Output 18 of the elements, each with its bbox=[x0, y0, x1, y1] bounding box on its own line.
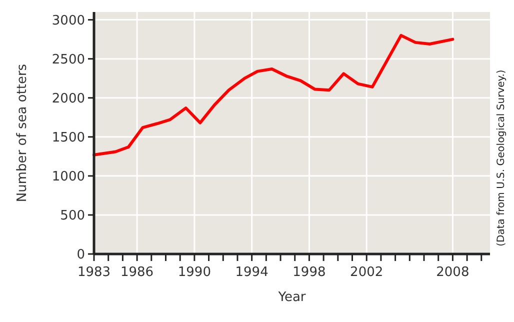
x-axis-title: Year bbox=[277, 290, 306, 305]
x-tick-label: 2008 bbox=[436, 265, 470, 280]
y-tick-label: 1500 bbox=[52, 130, 85, 146]
x-tick-label: 1998 bbox=[292, 265, 326, 280]
y-tick-label: 0 bbox=[76, 248, 85, 263]
y-tick-label: 3000 bbox=[52, 13, 85, 28]
y-tick-label: 1000 bbox=[52, 169, 85, 184]
y-tick-label: 500 bbox=[60, 208, 85, 224]
x-tick-label: 1986 bbox=[120, 265, 154, 280]
x-tick-label: 1990 bbox=[178, 265, 211, 280]
x-tick-label: 2002 bbox=[350, 265, 384, 280]
line-series bbox=[92, 34, 454, 156]
y-axis-title: Number of sea otters bbox=[15, 64, 30, 202]
x-tick-label: 1994 bbox=[235, 265, 268, 280]
x-tick-label: 1983 bbox=[77, 265, 111, 280]
y-tick-label: 2000 bbox=[52, 91, 85, 106]
text: (Data from U.S. Geological Survey.) bbox=[496, 70, 507, 246]
y-tick-label: 2500 bbox=[52, 52, 85, 68]
